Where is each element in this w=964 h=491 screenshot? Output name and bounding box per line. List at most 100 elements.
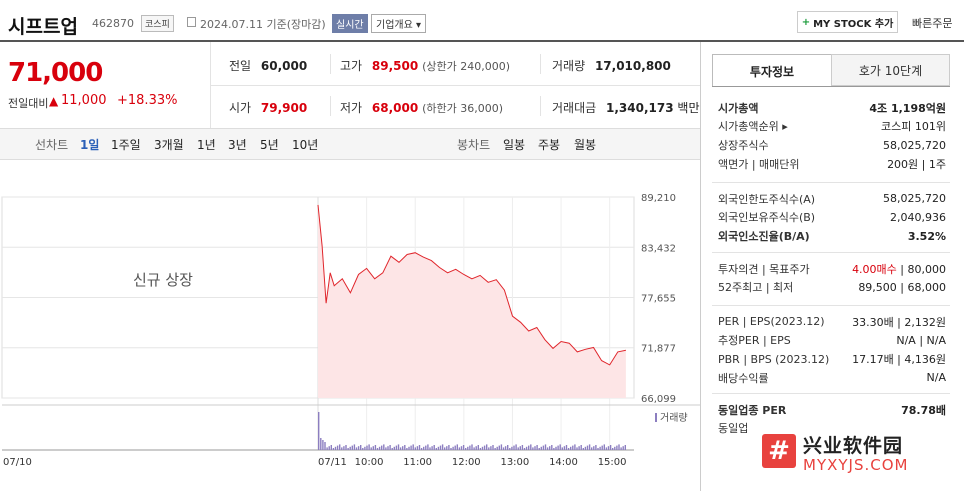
volume-bar bbox=[525, 446, 528, 450]
panel-separator bbox=[712, 305, 950, 306]
info-value-text: 33.30배 | 2,132원 bbox=[852, 315, 946, 329]
period-tab[interactable]: 5년 bbox=[260, 138, 279, 152]
y-tick-label: 89,210 bbox=[641, 193, 676, 204]
volume-bar bbox=[318, 412, 320, 450]
volume-bar bbox=[561, 447, 563, 450]
info-row: 투자의견 | 목표주가 4.00매수 | 80,000 bbox=[718, 260, 946, 277]
period-tab[interactable]: 1년 bbox=[197, 138, 216, 152]
company-overview-dropdown[interactable]: 기업개요 ▾ bbox=[371, 14, 426, 33]
volume-bar bbox=[326, 447, 328, 450]
info-value: 200원 | 1주 bbox=[887, 156, 946, 172]
volume-bar bbox=[418, 445, 421, 450]
volume-bar bbox=[427, 444, 429, 450]
realtime-button[interactable]: 실시간 bbox=[332, 14, 368, 33]
y-tick-label: 83,432 bbox=[641, 243, 676, 254]
period-tab[interactable]: 1일 bbox=[80, 138, 100, 152]
volume-bar bbox=[385, 447, 387, 450]
divider bbox=[210, 85, 700, 86]
volume-bar bbox=[614, 446, 616, 450]
volume-bar bbox=[414, 447, 416, 450]
volume-bar bbox=[584, 446, 587, 450]
amount-label: 거래대금 bbox=[552, 101, 597, 115]
divider bbox=[540, 54, 541, 74]
open-stat: 시가 79,900 bbox=[229, 99, 307, 116]
volume-bar bbox=[322, 440, 324, 450]
x-tick-label: 15:00 bbox=[598, 457, 627, 468]
candle-tab[interactable]: 일봉 bbox=[503, 138, 526, 152]
volume-bar bbox=[477, 445, 479, 450]
volume-bar bbox=[404, 445, 406, 450]
add-my-stock-button[interactable]: + MY STOCK 추가 bbox=[797, 11, 898, 33]
volume-bar bbox=[572, 445, 574, 450]
volume-bar bbox=[567, 448, 570, 450]
stock-name: 시프트업 bbox=[8, 16, 78, 38]
volume-bar bbox=[570, 446, 572, 450]
period-tab[interactable]: 3년 bbox=[228, 138, 247, 152]
volume-bar bbox=[471, 444, 473, 450]
volume-bar bbox=[452, 446, 454, 450]
info-value: 3.52% bbox=[908, 230, 946, 243]
volume-value: 17,010,800 bbox=[594, 59, 671, 73]
info-row: 액면가 | 매매단위 200원 | 1주 bbox=[718, 155, 946, 172]
volume-bar bbox=[462, 445, 465, 450]
x-tick-label: 10:00 bbox=[355, 457, 384, 468]
volume-bar bbox=[357, 446, 360, 450]
volume-bar bbox=[339, 444, 341, 450]
volume-bar bbox=[412, 444, 414, 450]
panel-divider bbox=[700, 42, 701, 491]
header-divider bbox=[0, 40, 700, 42]
candle-tab[interactable]: 월봉 bbox=[574, 138, 597, 152]
volume-bar bbox=[420, 448, 423, 450]
volume-bar bbox=[473, 447, 475, 450]
info-value-text: 3.52% bbox=[907, 229, 946, 243]
volume-bar bbox=[381, 445, 383, 450]
info-value-text: 78.78배 bbox=[901, 403, 946, 417]
volume-bar bbox=[502, 447, 505, 450]
tab-underline bbox=[712, 86, 950, 87]
info-value-text: 2,040,936 bbox=[890, 210, 946, 224]
volume-bar bbox=[450, 448, 452, 450]
x-tick-label: 14:00 bbox=[549, 457, 578, 468]
period-tab[interactable]: 3개월 bbox=[154, 138, 184, 152]
volume-bar bbox=[481, 446, 484, 450]
x-tick-label: 13:00 bbox=[500, 457, 529, 468]
stock-code: 462870 bbox=[92, 17, 134, 30]
volume-bar bbox=[437, 446, 440, 450]
candle-tab[interactable]: 주봉 bbox=[538, 138, 561, 152]
volume-bar bbox=[622, 446, 624, 450]
info-row: 동일업 bbox=[718, 420, 946, 437]
volume-bar bbox=[517, 447, 519, 450]
info-value: 4조 1,198억원 bbox=[869, 100, 946, 116]
info-value-text: N/A bbox=[926, 371, 946, 385]
market-badge: 코스피 bbox=[141, 15, 174, 32]
volume-bar bbox=[406, 448, 408, 450]
volume-bar bbox=[479, 448, 482, 450]
volume-bar bbox=[542, 445, 545, 450]
tab-order-book[interactable]: 호가 10단계 bbox=[831, 54, 950, 86]
volume-bar bbox=[387, 446, 389, 450]
low-label: 저가 bbox=[340, 101, 363, 115]
volume-bar bbox=[498, 445, 500, 450]
upper-limit: (상한가 240,000) bbox=[422, 60, 510, 73]
info-value: N/A bbox=[927, 371, 946, 384]
period-tab[interactable]: 10년 bbox=[292, 138, 319, 152]
change-value: 11,000 bbox=[61, 93, 107, 108]
price-line bbox=[317, 204, 627, 366]
volume-bar bbox=[441, 444, 444, 450]
price-area bbox=[318, 204, 626, 398]
volume-bar bbox=[467, 446, 469, 450]
quick-order-link[interactable]: 빠른주문 bbox=[912, 17, 953, 30]
volume-bar bbox=[393, 446, 395, 450]
info-value: 4.00매수 | 80,000 bbox=[852, 261, 946, 277]
tab-investment-info[interactable]: 투자정보 bbox=[712, 54, 832, 87]
volume-bar bbox=[423, 446, 425, 450]
date-text: 2024.07.11 기준(장마감) bbox=[200, 18, 326, 31]
volume-bar bbox=[528, 445, 530, 450]
volume-bar bbox=[593, 446, 595, 450]
x-tick-label: 07/11 bbox=[318, 457, 347, 468]
info-row: 추정PER | EPS N/A | N/A bbox=[718, 332, 946, 349]
period-tab[interactable]: 1주일 bbox=[111, 138, 141, 152]
volume-bar bbox=[563, 446, 566, 450]
volume-bar bbox=[612, 448, 614, 450]
